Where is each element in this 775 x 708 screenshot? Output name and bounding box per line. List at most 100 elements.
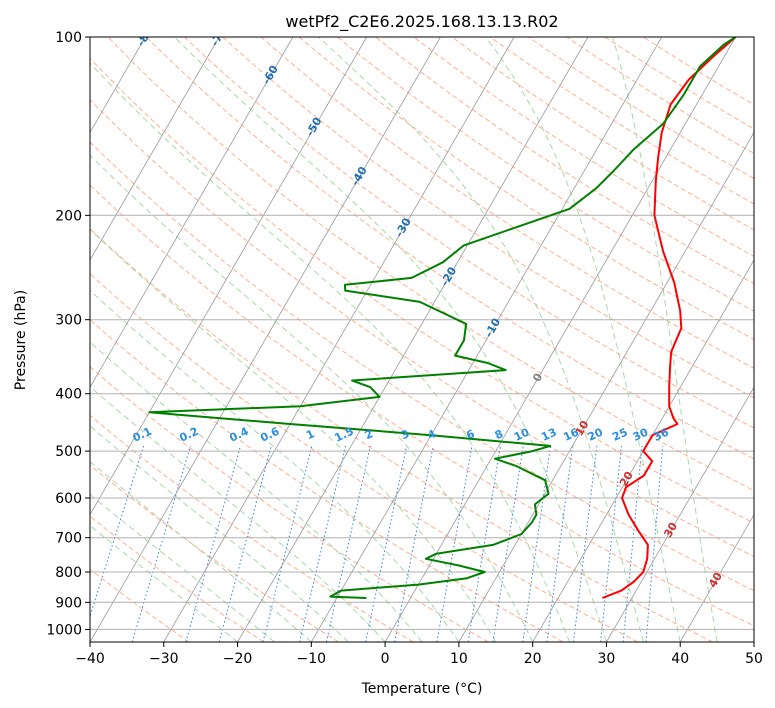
mixing-ratio-label: 4 <box>426 427 439 442</box>
mixing-ratio-labels: 0.1 0.2 0.4 0.6 1 1.5 2 3 4 6 8 10 13 16 20 25 30 36 <box>131 425 672 445</box>
dry-adiabat-line <box>604 37 754 130</box>
dry-adiabat-line <box>298 37 754 340</box>
y-tick-label: 600 <box>55 491 82 507</box>
dry-adiabat-line <box>489 37 754 205</box>
isotherm-line <box>237 37 589 642</box>
isotherm-label: -20 <box>438 264 459 288</box>
mixing-ratio-label: 0.2 <box>177 425 200 445</box>
isotherm-line <box>679 513 754 642</box>
x-tick-label: 20 <box>524 651 542 667</box>
isotherm-label: -30 <box>393 215 414 239</box>
mixing-ratio-line <box>299 445 347 642</box>
mixing-ratio-label: 20 <box>586 425 606 443</box>
isotherm-line <box>0 37 72 642</box>
mixing-ratio-line <box>131 445 191 642</box>
mixing-ratio-label: 25 <box>610 426 629 444</box>
mixing-ratio-line <box>394 445 434 642</box>
dry-adiabat-line <box>451 37 754 231</box>
x-tick-label: −30 <box>149 651 179 667</box>
isotherm-label: -80 <box>134 25 155 49</box>
mixing-ratio-line <box>325 445 371 642</box>
moist-adiabat-line <box>90 62 571 642</box>
x-tick-label: 30 <box>598 651 616 667</box>
isotherm-line <box>90 37 294 389</box>
dry-adiabat-line <box>90 366 489 642</box>
mixing-ratio-label: 30 <box>631 425 651 443</box>
moist-adiabat-line <box>174 37 607 642</box>
mixing-ratio-label: 1 <box>304 427 316 442</box>
isotherm-label: 0 <box>530 371 545 384</box>
mixing-ratio-line <box>522 445 551 642</box>
mixing-ratio-label: 3 <box>399 427 411 442</box>
dewpoint-line <box>148 37 737 599</box>
y-tick-label: 900 <box>55 595 82 611</box>
dry-adiabat-line <box>90 319 564 642</box>
mixing-ratio-line <box>218 445 272 642</box>
moist-adiabat-line <box>485 37 681 642</box>
y-tick-label: 400 <box>55 387 82 403</box>
y-tick-label: 700 <box>55 531 82 547</box>
isotherm-label: 40 <box>706 570 725 590</box>
mixing-ratio-line <box>185 445 241 642</box>
y-tick-label: 1000 <box>46 622 82 638</box>
mixing-ratio-label: 10 <box>512 425 532 443</box>
y-tick-label: 500 <box>55 444 82 460</box>
mixing-ratio-line <box>436 445 473 642</box>
dry-adiabat-line <box>222 37 754 399</box>
mixing-ratio-label: 16 <box>561 425 581 443</box>
mixing-ratio-line <box>492 445 524 642</box>
dry-adiabat-line <box>90 228 713 642</box>
isotherm-label: -60 <box>260 63 281 87</box>
moist-adiabat-line <box>318 37 644 642</box>
mixing-ratio-line <box>467 445 501 642</box>
isotherm-line <box>90 37 441 642</box>
dry-adiabat-line <box>184 37 754 429</box>
plot-area: -100 -90 -80 -70-60-50-40-30-20-10010203040… <box>0 25 754 642</box>
x-tick-label: 10 <box>450 651 468 667</box>
plot-frame <box>89 36 755 643</box>
mixing-ratio-label: 2 <box>363 427 375 442</box>
x-axis-title: Temperature (°C) <box>361 681 483 697</box>
y-axis-ticks: 100 200 300 400 500 600 700 800 900 1000 <box>46 30 90 638</box>
moist-adiabat-line <box>90 493 275 642</box>
y-tick-label: 800 <box>55 565 82 581</box>
isotherm-line <box>753 641 754 642</box>
x-tick-label: −10 <box>297 651 327 667</box>
series-lines <box>148 37 737 599</box>
isotherm-label: 30 <box>661 520 680 540</box>
x-tick-label: −40 <box>75 651 105 667</box>
isotherm-line <box>163 37 515 642</box>
isotherm-label: -50 <box>303 115 324 139</box>
moist-adiabats <box>90 37 718 642</box>
chart-title: wetPf2_C2E6.2025.168.13.13.R02 <box>285 12 558 32</box>
dry-adiabat-line <box>90 414 414 642</box>
dry-adiabat-line <box>375 37 754 285</box>
dry-adiabat-line <box>90 141 754 592</box>
dry-adiabat-line <box>90 99 754 558</box>
x-tick-label: 50 <box>745 651 763 667</box>
moist-adiabat-line <box>612 37 718 642</box>
dry-adiabat-line <box>145 37 754 460</box>
dry-adiabat-line <box>566 37 754 154</box>
mixing-ratio-line <box>573 445 598 642</box>
isotherm-line <box>384 37 736 642</box>
mixing-ratio-label: 0.1 <box>131 425 154 445</box>
moist-adiabat-line <box>90 341 423 642</box>
moist-adiabat-line <box>90 289 460 642</box>
isotherm-label: -70 <box>208 25 229 49</box>
mixing-ratio-label: 36 <box>652 425 672 443</box>
dry-adiabat-line <box>90 57 754 524</box>
mixing-ratio-line <box>262 445 313 642</box>
pressure-gridlines <box>90 37 754 630</box>
mixing-ratio-label: 0.4 <box>227 425 250 445</box>
temperature-line <box>602 37 737 599</box>
y-tick-label: 200 <box>55 208 82 224</box>
x-axis-ticks: −40 −30 −20 −10 0 10 20 30 40 50 <box>75 642 763 667</box>
y-axis-title: Pressure (hPa) <box>13 290 29 390</box>
x-tick-label: 0 <box>381 651 390 667</box>
isotherm-line <box>532 259 754 642</box>
isotherm-line <box>310 37 663 642</box>
mixing-ratio-line <box>645 445 664 642</box>
moist-adiabat-line <box>90 460 312 642</box>
